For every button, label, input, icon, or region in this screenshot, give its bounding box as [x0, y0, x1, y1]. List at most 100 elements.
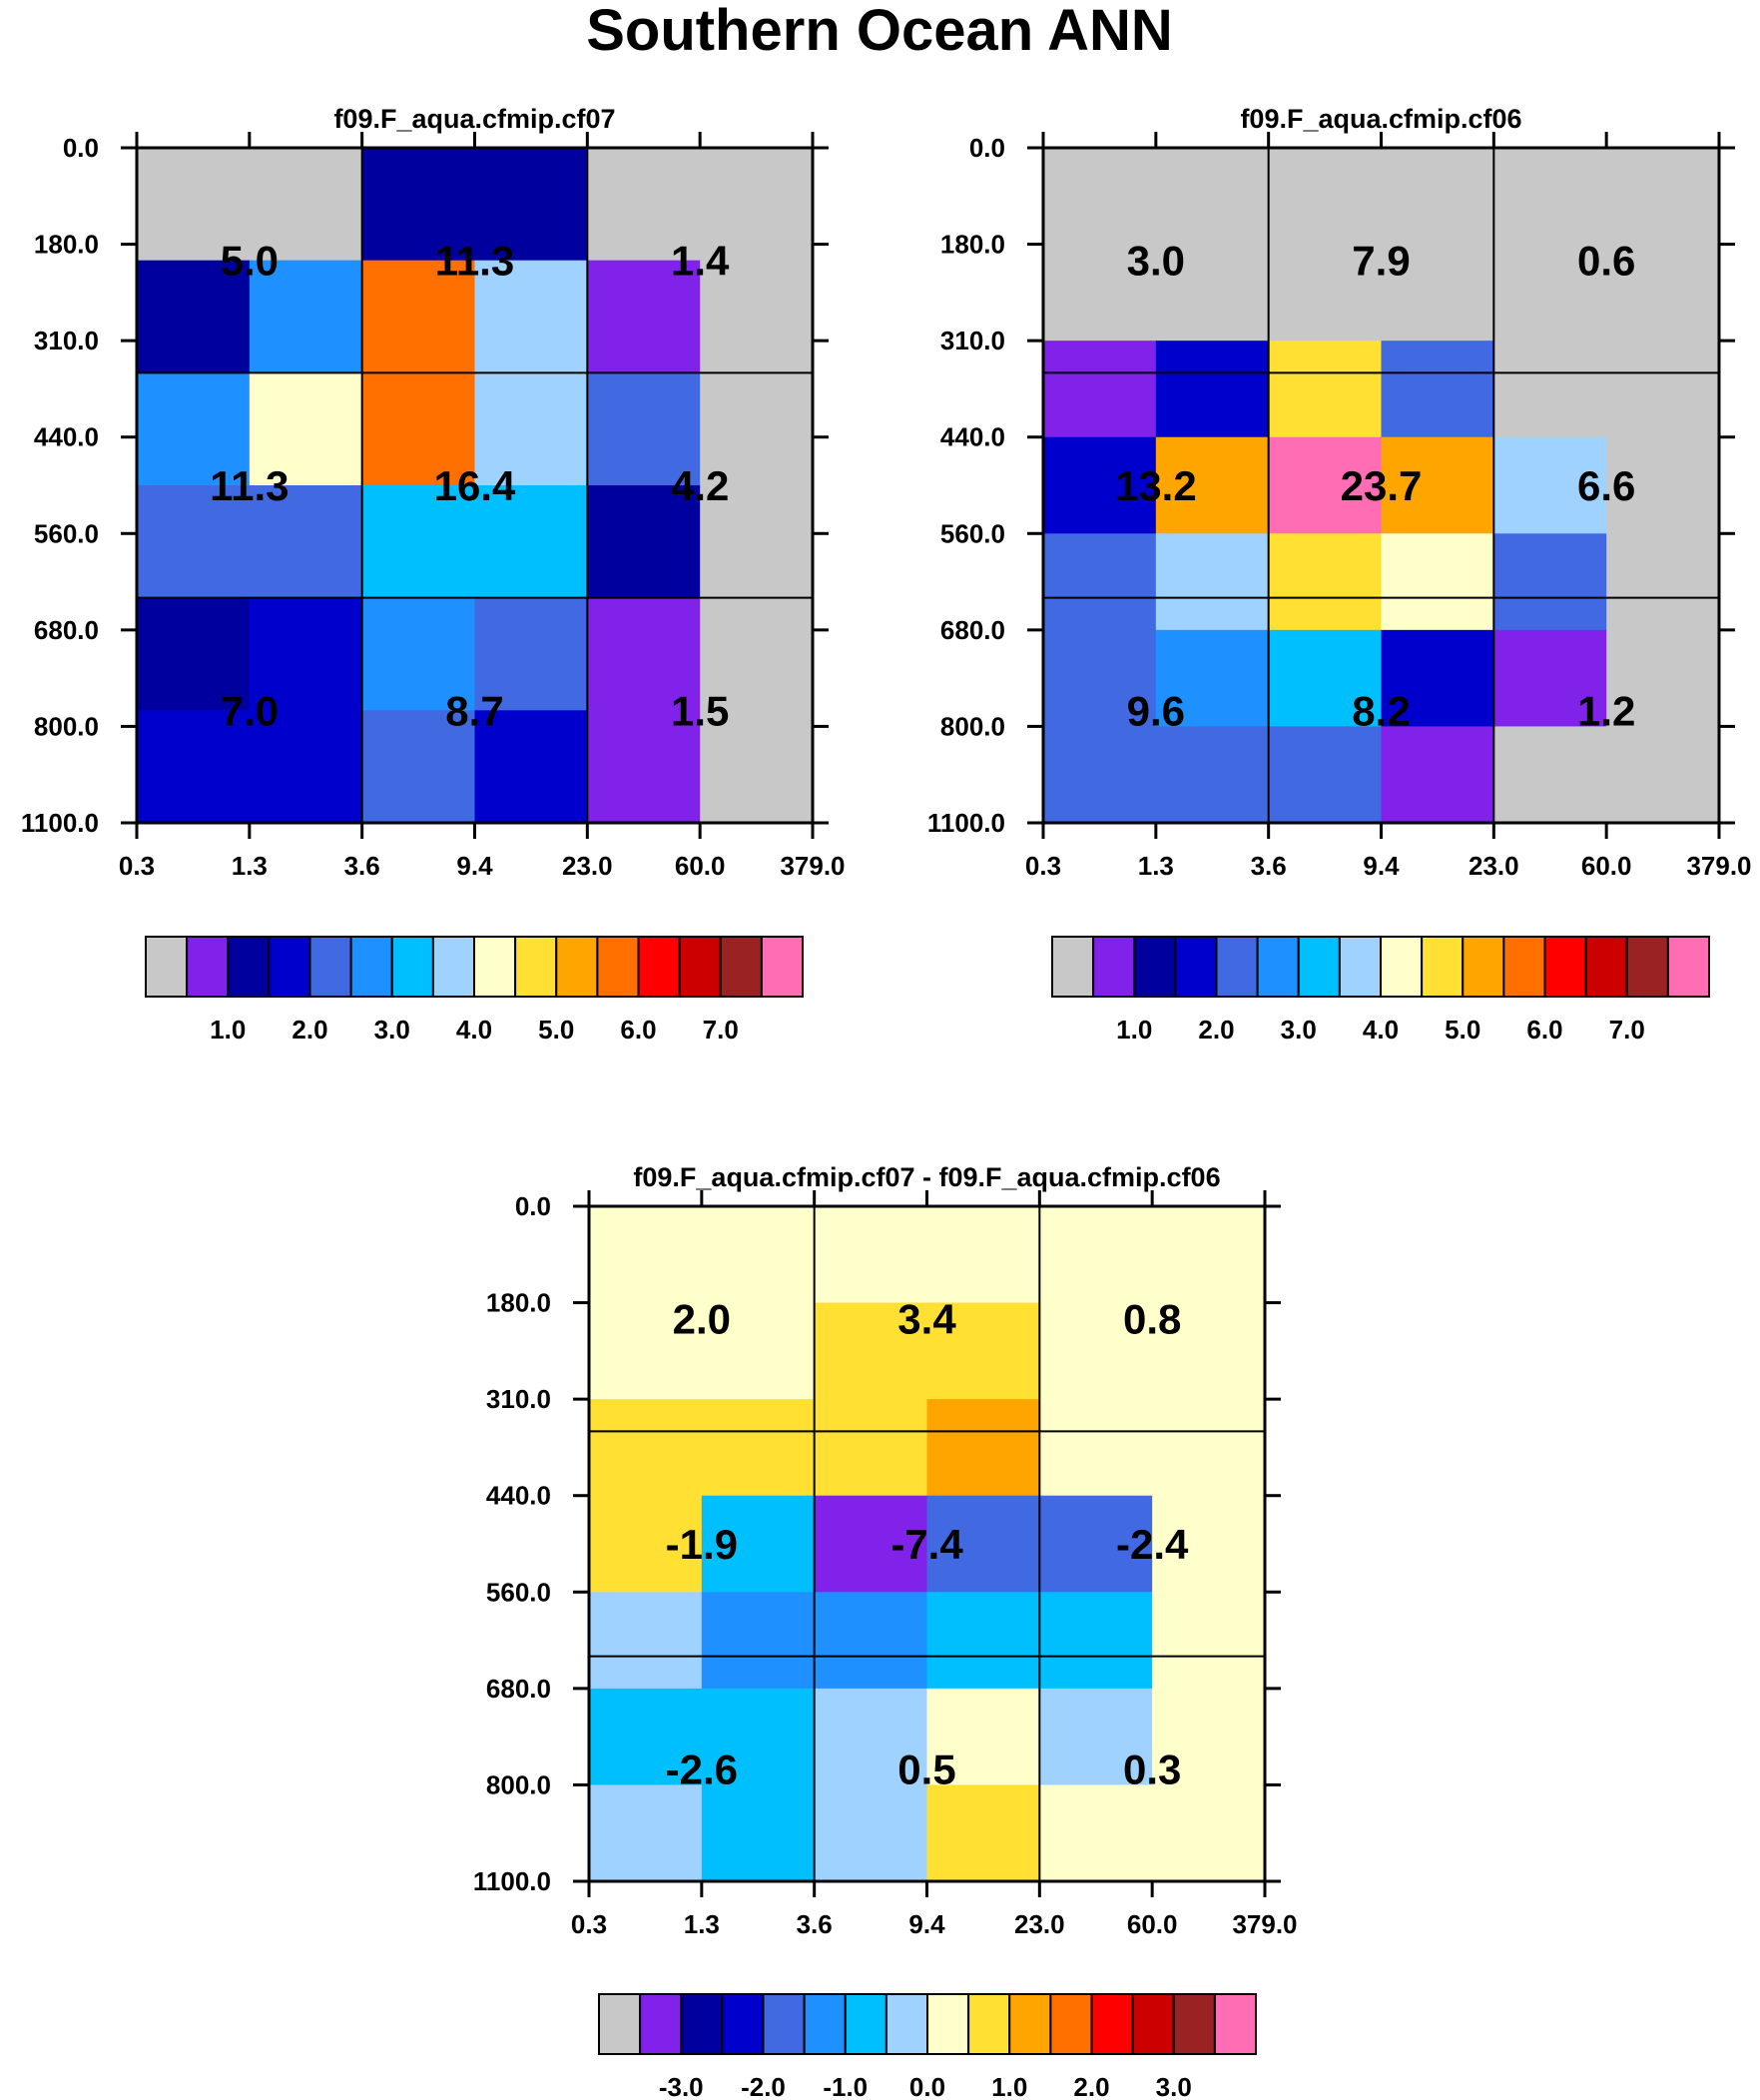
y-tick-label: 800.0 [940, 711, 1005, 741]
heatmap-cell [361, 485, 476, 599]
y-tick-label: 1100.0 [927, 808, 1005, 838]
colorbar-label: 3.0 [374, 1015, 410, 1045]
heatmap-cell [587, 485, 701, 599]
heatmap-cell [474, 710, 588, 824]
colorbar-swatch [268, 936, 311, 998]
heatmap-cell [474, 597, 588, 711]
x-tick-label: 0.3 [119, 851, 155, 881]
block-value-label: 2.0 [673, 1296, 731, 1343]
colorbar-swatch [639, 1993, 683, 2055]
x-tick-label: 0.3 [571, 1909, 607, 1939]
heatmap-cell [361, 710, 476, 824]
block-gridlines [137, 148, 813, 823]
heatmap-cell [1152, 1302, 1266, 1400]
y-tick-label: 180.0 [34, 230, 99, 260]
panel-3: f09.F_aqua.cfmip.cf07 - f09.F_aqua.cfmip… [473, 1162, 1298, 2100]
y-tick-label: 0.0 [515, 1191, 551, 1221]
x-tick-label: 3.6 [344, 851, 380, 881]
block-gridlines [1043, 148, 1719, 823]
colorbar-swatch [1543, 936, 1587, 998]
x-tick-label: 379.0 [1232, 1909, 1297, 1939]
heatmap-cell [700, 148, 814, 262]
colorbar-swatch [1008, 1993, 1052, 2055]
heatmap-cell [1155, 341, 1270, 438]
heatmap-cell [1039, 1688, 1153, 1786]
heatmap-cell [1493, 436, 1607, 534]
heatmap-cell [589, 1688, 703, 1786]
heatmap-cell [474, 372, 588, 486]
colorbar-label: 5.0 [538, 1015, 574, 1045]
x-tick-label: 60.0 [1581, 851, 1632, 881]
colorbar-swatch [1502, 936, 1546, 998]
x-tick-label: 23.0 [1014, 1909, 1065, 1939]
heatmap-cell [1268, 341, 1383, 438]
colorbar-swatch [884, 1993, 928, 2055]
colorbar-swatch [1215, 936, 1259, 998]
heatmap-cell [701, 1206, 816, 1304]
heatmap-cell [589, 1206, 703, 1304]
y-tick-label: 680.0 [486, 1674, 551, 1704]
y-tick-label: 1100.0 [473, 1866, 551, 1896]
heatmap-cell [1039, 1302, 1153, 1400]
heatmap-cell [1381, 244, 1494, 342]
y-tick-label: 0.0 [969, 133, 1005, 163]
heatmap-cell [1043, 148, 1157, 246]
y-tick-label: 800.0 [34, 711, 99, 741]
block-value-label: 1.4 [671, 238, 730, 285]
colorbar-swatch [719, 936, 763, 998]
block-value-label: 16.4 [434, 462, 516, 509]
block-value-label: 6.6 [1577, 462, 1635, 509]
y-tick-label: 310.0 [486, 1384, 551, 1414]
colorbar-swatch [721, 1993, 765, 2055]
block-value-label: 8.7 [445, 687, 503, 734]
x-tick-label: 1.3 [232, 851, 268, 881]
heatmap-cell [701, 1688, 816, 1786]
x-tick-label: 9.4 [1363, 851, 1400, 881]
block-gridlines [589, 1206, 1265, 1881]
y-tick-label: 560.0 [940, 518, 1005, 548]
heatmap-cell [249, 710, 363, 824]
heatmap-cell [1606, 244, 1720, 342]
colorbar-swatch [1297, 936, 1341, 998]
block-value-label: 0.5 [897, 1746, 955, 1792]
colorbar-swatch [308, 936, 352, 998]
x-tick-label: 23.0 [1468, 851, 1519, 881]
block-value-label: 9.6 [1127, 687, 1185, 734]
heatmap-cell [137, 372, 251, 486]
colorbar-swatch [844, 1993, 887, 2055]
heatmap-cell [1268, 533, 1383, 631]
heatmap-cell [1043, 341, 1157, 438]
heatmap-cell [926, 1206, 1040, 1304]
colorbar-swatch [186, 936, 230, 998]
heatmap-cell [587, 597, 701, 711]
heatmap-cell [1043, 436, 1157, 534]
heatmap-cell [1268, 629, 1383, 728]
block-value-label: 23.7 [1341, 462, 1423, 509]
heatmap-cell [1606, 148, 1720, 246]
heatmap-cell [474, 148, 588, 262]
colorbar-swatch [762, 1993, 806, 2055]
colorbar-swatch [555, 936, 599, 998]
x-tick-label: 379.0 [1686, 851, 1751, 881]
heatmap-cell [1606, 726, 1720, 824]
heatmap-cell [814, 1399, 928, 1497]
block-value-label: 3.0 [1127, 238, 1185, 285]
heatmap-cell [1268, 726, 1383, 824]
block-value-label: 11.3 [210, 462, 289, 509]
colorbar-label: 7.0 [703, 1015, 739, 1045]
heatmap-cell [1381, 726, 1494, 824]
heatmap-cell [701, 1302, 816, 1400]
block-value-label: 11.3 [435, 238, 514, 285]
y-tick-label: 560.0 [34, 518, 99, 548]
panel-title: f09.F_aqua.cfmip.cf07 [333, 104, 615, 134]
y-tick-label: 310.0 [34, 326, 99, 355]
heatmap-cell [249, 372, 363, 486]
colorbar-swatch [1666, 936, 1710, 998]
heatmap-cell [1155, 436, 1270, 534]
colorbar-swatch [637, 936, 681, 998]
heatmap-cell [1152, 1495, 1266, 1593]
y-tick-label: 180.0 [486, 1288, 551, 1318]
heatmap-cell [1043, 533, 1157, 631]
heatmap-cell [137, 485, 251, 599]
